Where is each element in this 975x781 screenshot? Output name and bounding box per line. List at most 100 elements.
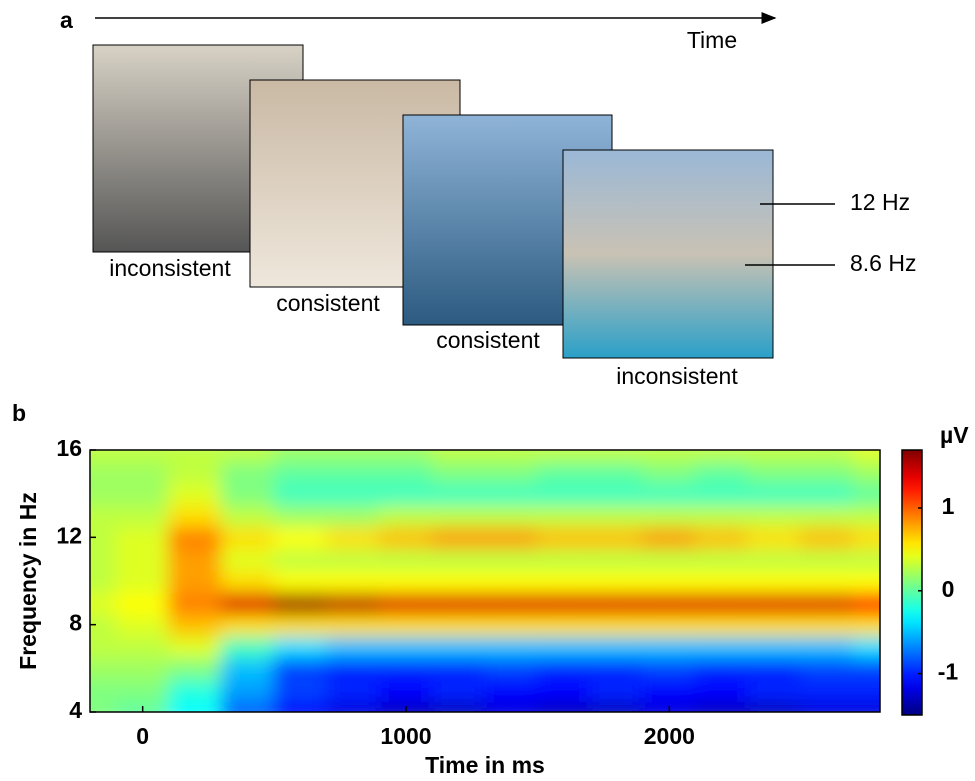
heat-cell	[431, 678, 486, 703]
heat-cell	[326, 612, 381, 637]
heat-cell	[800, 590, 855, 615]
heat-cell	[536, 481, 592, 506]
heat-cell	[589, 634, 644, 659]
heat-cell	[484, 634, 539, 659]
heat-cell	[852, 547, 880, 572]
heat-cell	[168, 450, 223, 462]
heat-cell	[378, 634, 434, 659]
heat-cell	[484, 450, 539, 462]
heat-cell	[800, 700, 855, 712]
photo	[562, 149, 774, 359]
heat-cell	[115, 503, 170, 528]
heat-cell	[273, 634, 328, 659]
heat-cell	[694, 634, 750, 659]
heat-cell	[220, 459, 276, 484]
heat-cell	[484, 678, 539, 703]
heat-cell	[431, 459, 486, 484]
heat-cell	[642, 459, 697, 484]
heat-cell	[589, 569, 644, 593]
heat-cell	[852, 569, 880, 593]
heat-cell	[800, 569, 855, 593]
heat-cell	[115, 459, 170, 484]
heat-cell	[90, 700, 118, 712]
frame-label: inconsistent	[616, 363, 738, 389]
heat-cell	[589, 612, 644, 637]
heat-cell	[800, 450, 855, 462]
colorbar-tick-label: 1	[942, 493, 955, 519]
heat-cell	[431, 656, 486, 681]
heat-cell	[326, 459, 381, 484]
heat-cell	[589, 656, 644, 681]
heat-cell	[220, 678, 276, 703]
heat-cell	[484, 481, 539, 506]
heat-cell	[484, 525, 539, 550]
heat-cell	[326, 700, 381, 712]
panel-label: b	[12, 400, 26, 426]
heat-cell	[747, 481, 802, 506]
heat-cell	[90, 459, 118, 484]
heat-cell	[431, 525, 486, 550]
heat-cell	[694, 700, 750, 712]
heat-cell	[536, 503, 592, 528]
y-tick-label: 8	[69, 610, 82, 636]
heat-cell	[694, 656, 750, 681]
heat-cell	[90, 678, 118, 703]
heat-cell	[747, 547, 802, 572]
colorbar-tick-label: -1	[938, 659, 959, 685]
heat-cell	[115, 612, 170, 637]
heat-cell	[589, 459, 644, 484]
heat-cell	[378, 547, 434, 572]
heat-cell	[694, 547, 750, 572]
heat-cell	[326, 525, 381, 550]
heat-cell	[90, 656, 118, 681]
heat-cell	[536, 547, 592, 572]
heat-cell	[694, 481, 750, 506]
heat-cell	[852, 700, 880, 712]
plot-frame	[89, 449, 881, 713]
frame-label: consistent	[276, 290, 380, 316]
heat-cell	[90, 503, 118, 528]
heat-cell	[168, 678, 223, 703]
heat-cell	[747, 700, 802, 712]
heat-cell	[326, 590, 381, 615]
heat-cell	[378, 612, 434, 637]
heat-cell	[273, 678, 328, 703]
heat-cell	[747, 459, 802, 484]
x-tick-label: 0	[136, 723, 149, 749]
colorbar-label: µV	[940, 422, 969, 448]
heat-cell	[431, 450, 486, 462]
heat-cell	[589, 450, 644, 462]
heat-cell	[378, 656, 434, 681]
heat-cell	[378, 503, 434, 528]
heat-cell	[747, 450, 802, 462]
y-tick-label: 16	[56, 435, 82, 461]
heat-cell	[326, 678, 381, 703]
frequency-label: 12 Hz	[850, 189, 910, 215]
heat-cell	[852, 503, 880, 528]
heat-cell	[800, 459, 855, 484]
heat-cell	[536, 700, 592, 712]
frequency-label: 8.6 Hz	[850, 250, 916, 276]
heat-cell	[642, 678, 697, 703]
heat-cell	[168, 656, 223, 681]
heat-cell	[431, 590, 486, 615]
heat-cell	[642, 450, 697, 462]
heat-cell	[168, 525, 223, 550]
heat-cell	[90, 569, 118, 593]
heat-cell	[747, 678, 802, 703]
heat-cell	[115, 525, 170, 550]
heat-cell	[800, 634, 855, 659]
heat-cell	[378, 569, 434, 593]
heat-cell	[800, 612, 855, 637]
heat-cell	[852, 450, 880, 462]
heat-cell	[115, 481, 170, 506]
time-label: Time	[687, 27, 737, 53]
heat-cell	[484, 569, 539, 593]
heat-cell	[536, 450, 592, 462]
heat-cell	[90, 450, 118, 462]
heat-cell	[168, 503, 223, 528]
heat-cell	[115, 590, 170, 615]
heat-cell	[378, 450, 434, 462]
frame-label: inconsistent	[109, 255, 231, 281]
heat-cell	[90, 612, 118, 637]
